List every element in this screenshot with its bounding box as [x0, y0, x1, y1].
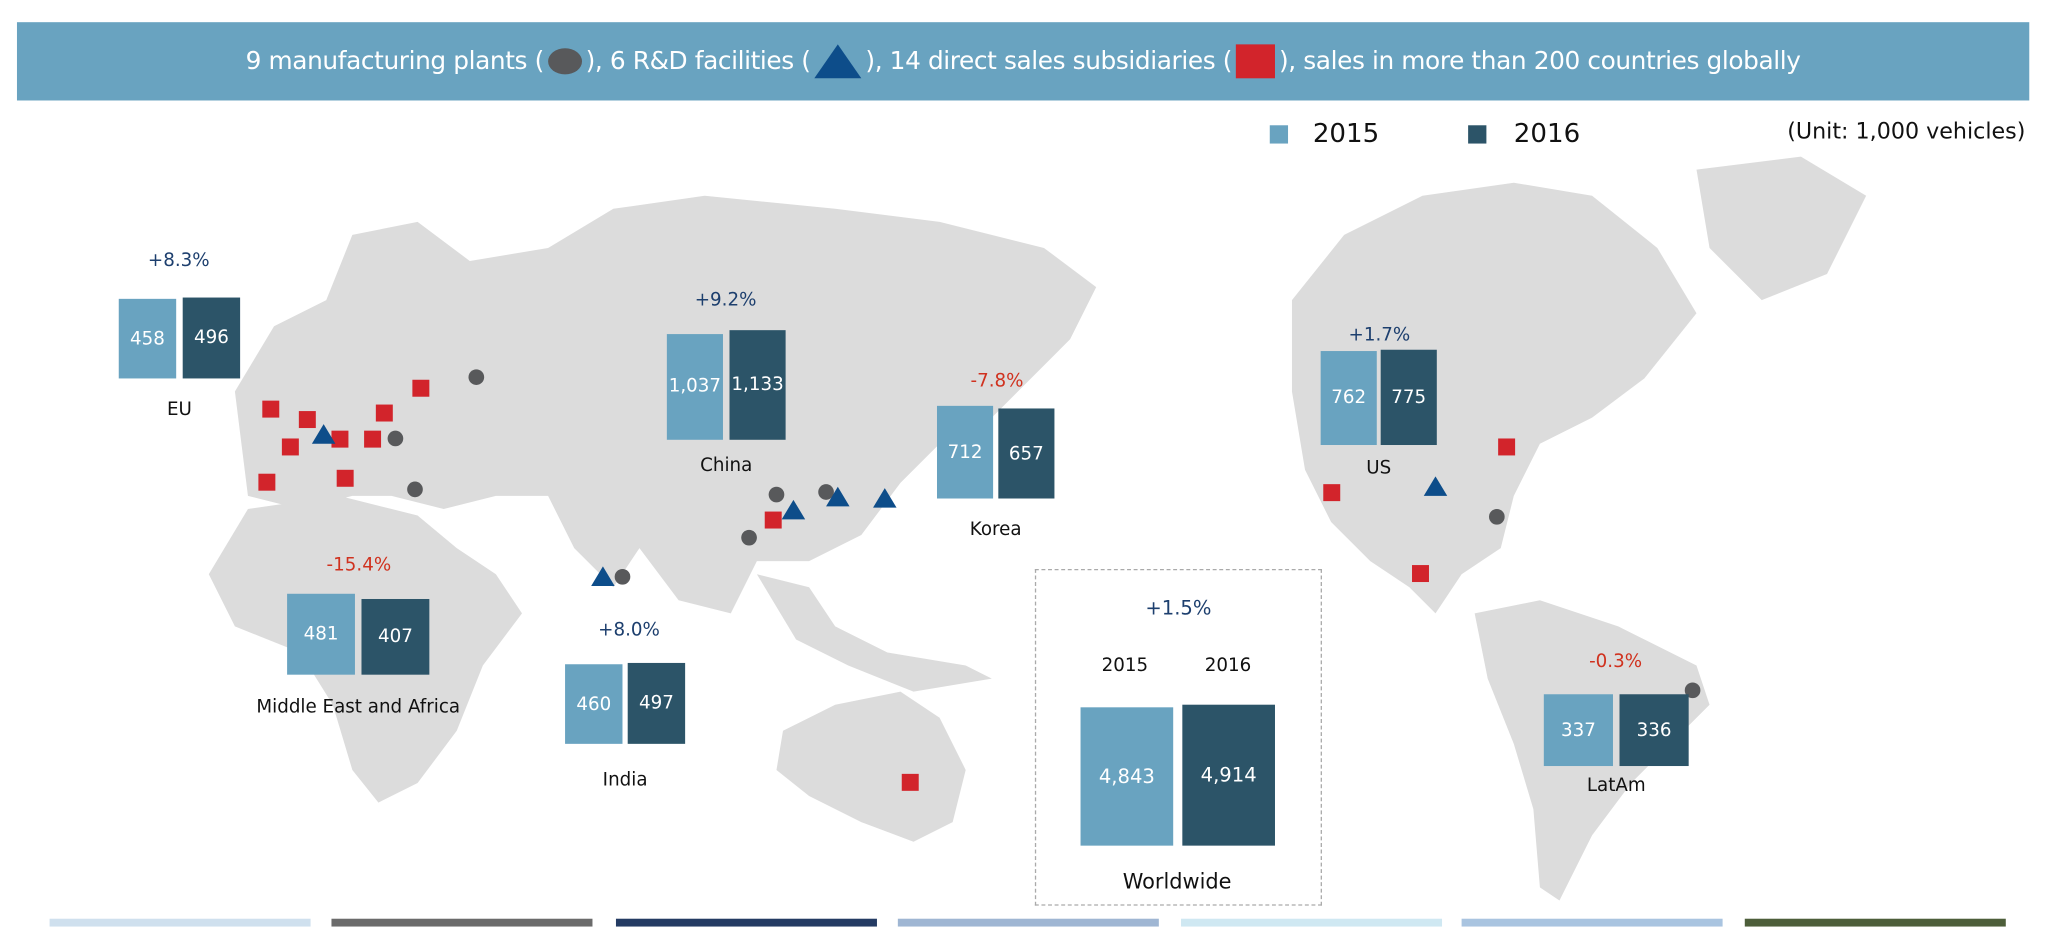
rnd-facility-icon	[311, 424, 336, 444]
manufacturing-plant-icon	[614, 568, 631, 585]
worldwide-year-2016: 2016	[1204, 655, 1252, 676]
us-label: US	[1366, 458, 1392, 479]
header-text-3: ), 14 direct sales subsidiaries (	[865, 46, 1233, 76]
europe-landmass	[234, 195, 1097, 614]
india-bar-2015: 460	[565, 664, 623, 744]
greenland-landmass	[1696, 156, 1867, 301]
rnd-facility-icon	[1423, 476, 1448, 496]
us-bar-2015: 762	[1320, 350, 1377, 445]
header-text-2: ), 6 R&D facilities (	[585, 46, 811, 76]
legend-2015-swatch	[1269, 125, 1289, 144]
worldwide-label: Worldwide	[1122, 869, 1232, 894]
rnd-facility-icon	[873, 488, 897, 508]
manufacturing-plant-icon	[1489, 508, 1505, 525]
unit-label: (Unit: 1,000 vehicles)	[1787, 118, 2026, 145]
india-bar-2016: 497	[627, 662, 686, 744]
legend-2015-label: 2015	[1312, 117, 1380, 149]
manufacturing-plant-icon	[547, 48, 582, 75]
worldwide-bar-2015: 4,843	[1080, 707, 1174, 846]
rnd-facility-icon	[591, 566, 615, 586]
us-change: +1.7%	[1348, 324, 1411, 346]
sales-subsidiary-icon	[364, 430, 382, 448]
eu-bar-2016: 496	[182, 297, 241, 379]
sales-subsidiary-icon	[1498, 438, 1516, 456]
photo-thumbnail[interactable]	[1744, 918, 2006, 927]
sales-subsidiary-icon	[298, 411, 316, 429]
australia-landmass	[776, 691, 966, 842]
india-change: +8.0%	[598, 619, 660, 641]
header-banner: 9 manufacturing plants ( ), 6 R&D facili…	[16, 22, 2030, 101]
worldwide-bar-2016: 4,914	[1182, 705, 1275, 846]
korea-label: Korea	[969, 519, 1022, 541]
latam-bar-2015: 337	[1543, 694, 1613, 767]
legend-2016-swatch	[1468, 125, 1487, 144]
latam-bar-2016: 336	[1619, 694, 1689, 767]
eu-label: EU	[166, 399, 192, 421]
china-change: +9.2%	[694, 289, 757, 311]
photo-thumbnail[interactable]	[49, 918, 311, 927]
eu-bar-2015: 458	[118, 299, 177, 379]
sales-subsidiary-icon	[336, 469, 354, 487]
photo-thumbnail[interactable]	[1181, 918, 1443, 927]
sales-subsidiary-icon	[375, 404, 393, 422]
korea-bar-2015: 712	[936, 406, 994, 499]
china-bar-2015: 1,037	[666, 333, 723, 440]
china-bar-2016: 1,133	[729, 330, 786, 440]
manufacturing-plant-icon	[741, 529, 757, 546]
middle-east-and-africa-change: -15.4%	[326, 554, 392, 576]
sales-subsidiary-icon	[1412, 565, 1429, 583]
manufacturing-plant-icon	[407, 481, 423, 498]
middle-east-and-africa-label: Middle East and Africa	[256, 696, 461, 718]
rnd-facility-icon	[826, 486, 850, 507]
rnd-facility-icon	[781, 499, 806, 520]
sales-subsidiary-icon	[258, 473, 276, 491]
header-text-1: 9 manufacturing plants (	[245, 46, 545, 76]
photo-thumbnail[interactable]	[331, 918, 593, 927]
photo-thumbnail[interactable]	[615, 918, 877, 927]
sales-subsidiary-icon	[281, 438, 299, 456]
middle-east-and-africa-bar-2016: 407	[361, 598, 430, 675]
eu-change: +8.3%	[147, 250, 210, 272]
latam-change: -0.3%	[1589, 651, 1643, 673]
manufacturing-plant-icon	[1684, 682, 1701, 699]
sales-subsidiary-icon	[412, 379, 430, 397]
sales-subsidiary-icon	[1235, 44, 1276, 79]
rnd-facility-icon	[814, 44, 862, 79]
korea-change: -7.8%	[970, 370, 1024, 392]
latam-label: LatAm	[1586, 775, 1646, 797]
manufacturing-plant-icon	[768, 486, 785, 503]
southeast-asia-landmass	[756, 574, 992, 692]
sales-subsidiary-icon	[331, 430, 349, 448]
photo-thumbnail[interactable]	[897, 918, 1159, 927]
india-label: India	[602, 769, 648, 791]
sales-subsidiary-icon	[1323, 484, 1341, 502]
worldwide-year-2015: 2015	[1101, 655, 1149, 676]
korea-bar-2016: 657	[998, 408, 1055, 499]
sales-subsidiary-icon	[901, 773, 919, 791]
sales-subsidiary-icon	[764, 511, 782, 529]
manufacturing-plant-icon	[468, 369, 485, 385]
header-text-4: ), sales in more than 200 countries glob…	[1279, 46, 1801, 76]
manufacturing-plant-icon	[387, 430, 404, 447]
worldwide-change: +1.5%	[1145, 596, 1212, 620]
photo-thumbnail[interactable]	[1461, 918, 1723, 927]
us-bar-2016: 775	[1380, 349, 1437, 445]
middle-east-and-africa-bar-2015: 481	[287, 594, 355, 675]
china-label: China	[700, 455, 753, 477]
north-america-landmass	[1291, 182, 1697, 614]
sales-subsidiary-icon	[262, 400, 280, 418]
legend-2016-label: 2016	[1513, 117, 1581, 149]
